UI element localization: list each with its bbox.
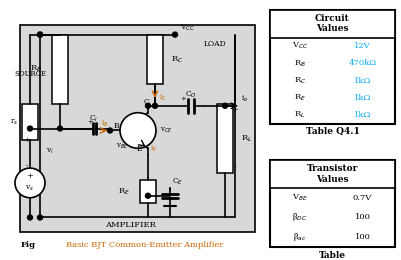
Bar [140,180,156,203]
Circle shape [120,113,156,148]
Text: V$_{BE}$: V$_{BE}$ [291,192,307,203]
Text: C$_E$: C$_E$ [172,177,183,187]
Circle shape [27,126,32,131]
Text: 1kΩ: 1kΩ [353,77,370,85]
Circle shape [57,126,62,131]
Text: 470kΩ: 470kΩ [348,59,376,67]
Circle shape [145,103,150,108]
Bar [269,160,394,188]
Text: C$_i$: C$_i$ [89,113,99,124]
Text: +: + [87,118,93,126]
Text: LOAD: LOAD [203,41,226,48]
Text: Table Q4.1: Table Q4.1 [305,127,358,136]
Text: R$_L$: R$_L$ [241,133,252,144]
Circle shape [15,168,45,198]
Bar [147,35,162,84]
Text: v$_{BE}$: v$_{BE}$ [115,142,128,151]
Text: β$_{ac}$: β$_{ac}$ [292,231,306,243]
Text: R$_C$: R$_C$ [170,54,183,64]
Text: C$_O$: C$_O$ [184,90,196,100]
Circle shape [27,215,32,220]
Text: 1kΩ: 1kΩ [353,111,370,119]
Circle shape [37,32,43,37]
Text: v$_i$: v$_i$ [46,146,54,156]
Text: -: - [233,163,236,171]
Text: E: E [136,145,142,153]
Circle shape [37,215,43,220]
Circle shape [222,103,227,108]
Bar [22,104,38,140]
Text: i$_o$: i$_o$ [241,94,248,104]
Text: i$_C$: i$_C$ [159,93,166,103]
Text: R$_L$: R$_L$ [294,110,305,120]
Circle shape [37,32,43,37]
Text: +: + [231,106,238,114]
Text: R$_B$: R$_B$ [293,58,305,69]
Bar [20,25,254,232]
Circle shape [172,32,177,37]
Text: Circuit
Values: Circuit Values [314,14,349,34]
Text: i$_B$: i$_B$ [101,119,108,129]
Text: R$_E$: R$_E$ [117,186,130,197]
Bar [269,10,394,124]
Circle shape [107,128,112,133]
Text: v$_s$: v$_s$ [25,183,34,193]
Bar [269,160,394,247]
Text: R$_E$: R$_E$ [293,93,305,103]
Text: 100: 100 [354,233,369,241]
Bar [217,104,233,173]
Text: SOURCE: SOURCE [14,70,46,78]
Text: 1kΩ: 1kΩ [353,94,370,102]
Text: 0.7V: 0.7V [352,194,371,202]
Text: Transistor
Values: Transistor Values [306,164,357,184]
Text: Table: Table [318,251,345,259]
Text: C: C [143,98,149,106]
Text: 12V: 12V [353,42,370,50]
Text: β$_{DC}$: β$_{DC}$ [292,211,307,224]
Circle shape [152,103,157,108]
Text: 100: 100 [354,213,369,222]
Text: +: + [24,136,30,144]
Text: +: + [180,95,185,103]
Text: -: - [26,162,28,170]
Text: r$_s$: r$_s$ [10,118,18,127]
Text: Fig: Fig [20,241,35,249]
Text: R$_B$: R$_B$ [30,64,42,74]
Text: AMPLIFIER: AMPLIFIER [104,222,155,229]
Text: i$_E$: i$_E$ [150,144,157,154]
Text: v$_{CE}$: v$_{CE}$ [160,126,172,135]
Text: B: B [113,122,119,129]
Bar [269,10,394,37]
Circle shape [145,193,150,198]
Text: +: + [26,172,33,180]
Text: R$_C$: R$_C$ [293,75,306,86]
Text: V$_{CC}$: V$_{CC}$ [180,22,194,33]
Text: Basic BJT Common-Emitter Amplifier: Basic BJT Common-Emitter Amplifier [66,241,223,249]
Text: V$_{CC}$: V$_{CC}$ [291,41,308,51]
Bar [52,35,68,104]
